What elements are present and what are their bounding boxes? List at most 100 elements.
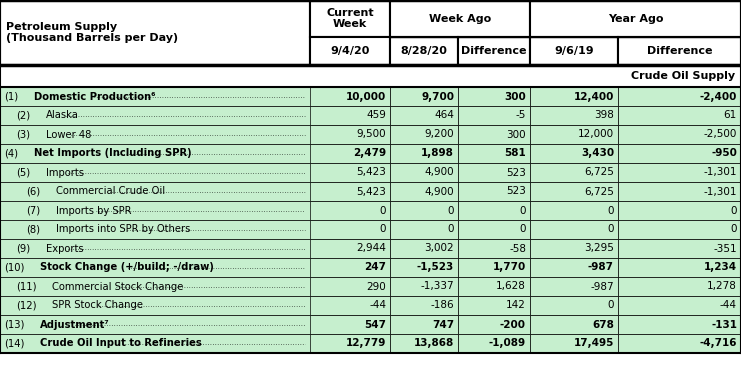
Bar	[310, 296, 390, 315]
Bar	[458, 163, 530, 182]
Bar	[0, 220, 741, 239]
Bar	[618, 258, 741, 277]
Text: 398: 398	[594, 110, 614, 120]
Text: 12,000: 12,000	[578, 130, 614, 139]
Text: -58: -58	[509, 244, 526, 254]
Text: Stock Change (+/build; -/draw): Stock Change (+/build; -/draw)	[40, 262, 214, 272]
Bar	[458, 220, 530, 239]
Bar	[0, 277, 741, 296]
Bar	[390, 106, 458, 125]
Bar	[458, 201, 530, 220]
Bar	[390, 296, 458, 315]
Bar	[618, 220, 741, 239]
Bar	[530, 201, 618, 220]
Text: 3,430: 3,430	[581, 149, 614, 159]
Text: (4): (4)	[4, 149, 18, 159]
Text: 9/6/19: 9/6/19	[554, 46, 594, 56]
Text: Imports: Imports	[46, 167, 84, 177]
Text: Petroleum Supply
(Thousand Barrels per Day): Petroleum Supply (Thousand Barrels per D…	[6, 22, 178, 43]
Text: (1): (1)	[4, 92, 18, 102]
Text: (7): (7)	[26, 205, 40, 216]
Text: Difference: Difference	[647, 46, 712, 56]
Bar	[0, 334, 741, 353]
Bar	[530, 125, 618, 144]
Bar	[530, 106, 618, 125]
Text: Net Imports (Including SPR): Net Imports (Including SPR)	[34, 149, 192, 159]
Text: 2,944: 2,944	[356, 244, 386, 254]
Bar	[390, 258, 458, 277]
Bar	[310, 87, 390, 106]
Bar	[390, 163, 458, 182]
Text: 523: 523	[506, 167, 526, 177]
Bar	[390, 87, 458, 106]
Text: 0: 0	[519, 224, 526, 234]
Bar	[390, 277, 458, 296]
Bar	[310, 37, 390, 65]
Bar	[530, 258, 618, 277]
Text: (9): (9)	[16, 244, 30, 254]
Bar	[458, 258, 530, 277]
Bar	[458, 239, 530, 258]
Text: 0: 0	[608, 301, 614, 311]
Text: 0: 0	[608, 224, 614, 234]
Text: 12,779: 12,779	[345, 339, 386, 348]
Bar	[390, 182, 458, 201]
Text: Crude Oil Input to Refineries: Crude Oil Input to Refineries	[40, 339, 202, 348]
Text: Exports: Exports	[46, 244, 84, 254]
Text: (6): (6)	[26, 187, 40, 197]
Bar	[310, 334, 390, 353]
Bar	[530, 182, 618, 201]
Bar	[458, 125, 530, 144]
Text: 5,423: 5,423	[356, 187, 386, 197]
Text: 142: 142	[506, 301, 526, 311]
Text: 0: 0	[608, 205, 614, 216]
Bar	[0, 315, 741, 334]
Text: 0: 0	[731, 224, 737, 234]
Text: 0: 0	[448, 205, 454, 216]
Text: 12,400: 12,400	[574, 92, 614, 102]
Text: -950: -950	[711, 149, 737, 159]
Text: (11): (11)	[16, 282, 36, 291]
Bar	[618, 182, 741, 201]
Bar	[310, 0, 390, 37]
Text: -44: -44	[369, 301, 386, 311]
Text: 61: 61	[724, 110, 737, 120]
Bar	[310, 201, 390, 220]
Text: Current
Week: Current Week	[326, 8, 373, 29]
Text: -1,301: -1,301	[703, 167, 737, 177]
Text: 581: 581	[504, 149, 526, 159]
Text: -186: -186	[431, 301, 454, 311]
Text: -987: -987	[591, 282, 614, 291]
Bar	[390, 37, 458, 65]
Bar	[618, 163, 741, 182]
Bar	[310, 144, 390, 163]
Text: Week Ago: Week Ago	[429, 14, 491, 24]
Text: 747: 747	[432, 319, 454, 329]
Bar	[390, 0, 530, 37]
Bar	[618, 239, 741, 258]
Bar	[530, 277, 618, 296]
Text: 1,278: 1,278	[707, 282, 737, 291]
Text: 0: 0	[519, 205, 526, 216]
Bar	[618, 144, 741, 163]
Text: 5,423: 5,423	[356, 167, 386, 177]
Text: (13): (13)	[4, 319, 24, 329]
Text: 547: 547	[364, 319, 386, 329]
Bar	[0, 0, 310, 65]
Text: -44: -44	[720, 301, 737, 311]
Bar	[458, 37, 530, 65]
Bar	[458, 334, 530, 353]
Text: 9,200: 9,200	[425, 130, 454, 139]
Text: 0: 0	[731, 205, 737, 216]
Text: 247: 247	[364, 262, 386, 272]
Text: (8): (8)	[26, 224, 40, 234]
Bar	[458, 296, 530, 315]
Bar	[530, 220, 618, 239]
Text: (3): (3)	[16, 130, 30, 139]
Text: Difference: Difference	[461, 46, 527, 56]
Bar	[310, 182, 390, 201]
Text: Alaska: Alaska	[46, 110, 79, 120]
Text: 1,628: 1,628	[496, 282, 526, 291]
Bar	[530, 239, 618, 258]
Bar	[0, 144, 741, 163]
